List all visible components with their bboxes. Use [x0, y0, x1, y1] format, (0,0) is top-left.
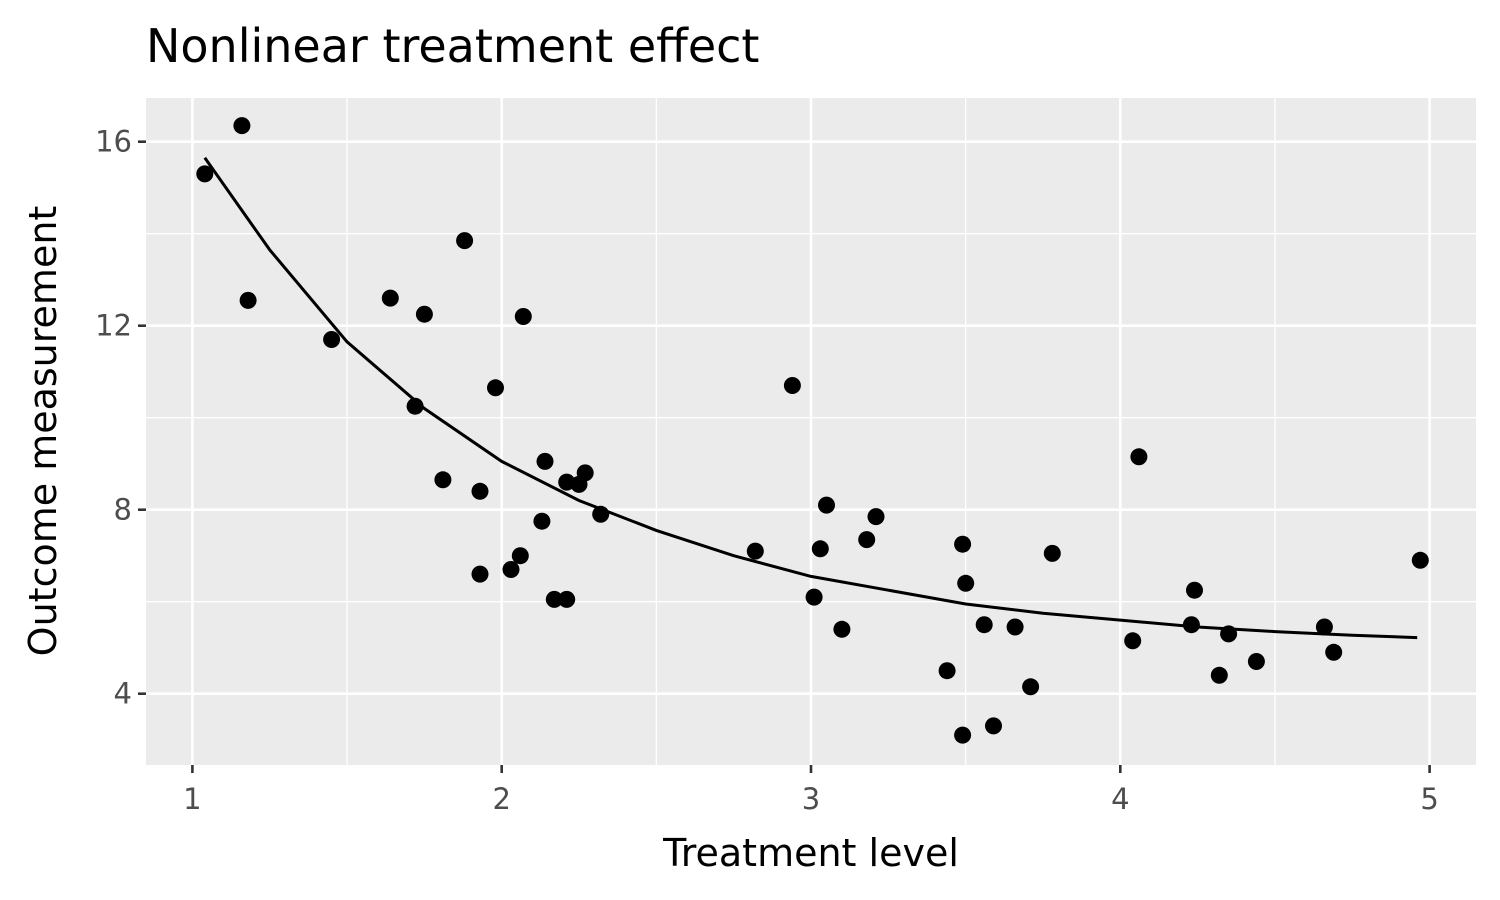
x-tick-label: 3 [802, 782, 820, 816]
data-point [1186, 581, 1203, 599]
data-point [1411, 551, 1429, 569]
data-point [783, 377, 801, 394]
chart-title: Nonlinear treatment effect [146, 19, 759, 73]
data-point [239, 291, 257, 309]
data-point [1325, 643, 1343, 661]
y-tick-label: 8 [114, 493, 132, 527]
data-point [1210, 666, 1228, 684]
data-point [323, 331, 341, 348]
data-point [1315, 618, 1333, 636]
data-point [975, 616, 993, 634]
data-point [1182, 616, 1200, 634]
data-point [415, 305, 433, 323]
data-point [487, 379, 504, 397]
x-tick-label: 2 [492, 782, 510, 816]
data-point [811, 540, 829, 558]
data-point [558, 590, 576, 608]
data-point [833, 620, 851, 638]
x-axis-title: Treatment level [662, 831, 959, 875]
data-point [536, 452, 554, 470]
data-point [196, 165, 214, 183]
data-point [867, 508, 885, 526]
y-axis-tick-labels: 4 8 12 16 [95, 125, 132, 711]
y-axis-title: Outcome measurement [21, 206, 65, 657]
data-point [545, 590, 563, 608]
data-point [818, 496, 835, 514]
data-point [1130, 448, 1148, 466]
data-point [938, 662, 956, 680]
data-point [576, 464, 594, 482]
x-tick-label: 1 [183, 782, 201, 816]
data-point [381, 289, 399, 307]
data-point [954, 535, 972, 553]
data-point [985, 717, 1002, 735]
data-point [502, 561, 520, 578]
data-points-layer [196, 117, 1429, 744]
data-point [858, 531, 876, 549]
data-point [1022, 678, 1040, 696]
data-point [406, 397, 424, 415]
data-point [954, 726, 972, 744]
data-point [957, 574, 975, 592]
y-tick-label: 12 [95, 309, 132, 343]
data-point [1220, 625, 1238, 643]
x-tick-label: 4 [1111, 782, 1129, 816]
data-point [533, 512, 551, 530]
y-tick-label: 16 [95, 125, 132, 159]
x-tick-label: 5 [1420, 782, 1438, 816]
data-point [434, 471, 452, 489]
gridlines [146, 98, 1476, 765]
data-point [1006, 618, 1024, 636]
data-point [1247, 653, 1265, 670]
data-point [511, 547, 529, 565]
data-point [746, 542, 764, 560]
data-point [592, 505, 610, 523]
x-axis-tick-labels: 1 2 3 4 5 [183, 782, 1439, 816]
y-tick-label: 4 [114, 677, 132, 711]
data-point [805, 588, 823, 606]
data-point [233, 117, 251, 135]
data-point [456, 232, 474, 250]
data-point [1124, 632, 1142, 650]
axis-ticks [138, 140, 1431, 773]
data-point [471, 482, 489, 500]
data-point [1043, 544, 1061, 562]
data-point [471, 565, 489, 583]
data-point [514, 308, 532, 325]
